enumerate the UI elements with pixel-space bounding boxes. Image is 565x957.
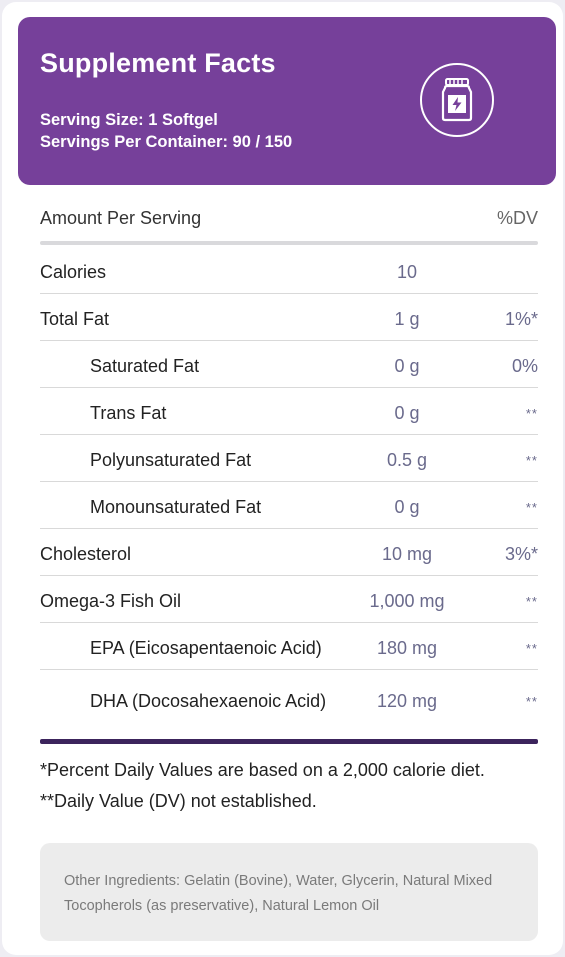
nutrient-dv: ** [525,641,538,656]
nutrient-dv: 3%* [504,544,538,564]
other-ingredients-box: Other Ingredients: Gelatin (Bovine), Wat… [40,843,538,941]
nutrient-amount: 0 g [394,356,420,376]
dv-column-label: %DV [496,208,538,228]
nutrient-amount: 180 mg [376,638,438,658]
footer-divider [40,739,538,744]
serving-size: Serving Size: 1 Softgel [40,111,218,129]
nutrient-row-omega-3: Omega-3 Fish Oil 1,000 mg ** [40,576,538,623]
nutrient-name: Trans Fat [90,403,167,423]
nutrient-row-cholesterol: Cholesterol 10 mg 3%* [40,529,538,576]
nutrient-row-trans-fat: Trans Fat 0 g ** [40,388,538,435]
nutrient-amount: 0 g [394,497,420,517]
nutrient-row-saturated-fat: Saturated Fat 0 g 0% [40,341,538,388]
nutrient-amount: 1,000 mg [369,591,445,611]
dv-not-established-footnote: **Daily Value (DV) not established. [40,791,317,811]
nutrient-row-monounsaturated-fat: Monounsaturated Fat 0 g ** [40,482,538,529]
nutrient-dv: ** [525,406,538,421]
nutrient-amount: 10 mg [381,544,433,564]
nutrient-name: EPA (Eicosapentaenoic Acid) [90,638,322,658]
header-divider [40,241,538,245]
nutrient-name: Calories [40,262,107,282]
nutrient-table: Calories 10 Total Fat 1 g 1%* Saturated … [40,247,538,729]
nutrient-name: Cholesterol [40,544,132,564]
nutrient-name: Monounsaturated Fat [90,497,262,517]
amount-per-serving-label: Amount Per Serving [40,208,202,228]
percent-dv-footnote: *Percent Daily Values are based on a 2,0… [40,760,485,780]
nutrient-row-epa: EPA (Eicosapentaenoic Acid) 180 mg ** [40,623,538,670]
nutrient-row-total-fat: Total Fat 1 g 1%* [40,294,538,341]
nutrient-name: DHA (Docosahexaenoic Acid) [90,691,327,711]
nutrient-dv: ** [525,500,538,515]
panel-title: Supplement Facts [40,48,276,78]
nutrient-row-calories: Calories 10 [40,247,538,294]
nutrient-amount: 10 [396,262,418,282]
nutrient-dv: ** [525,453,538,468]
nutrient-amount: 0 g [394,403,420,423]
nutrient-name: Total Fat [40,309,110,329]
nutrient-amount: 0.5 g [386,450,428,470]
supplement-bottle-icon [420,63,494,137]
nutrient-name: Polyunsaturated Fat [90,450,252,470]
nutrient-name: Omega-3 Fish Oil [40,591,182,611]
nutrient-name: Saturated Fat [90,356,200,376]
nutrient-amount: 1 g [394,309,420,329]
other-ingredients-text: Other Ingredients: Gelatin (Bovine), Wat… [64,873,493,914]
nutrient-row-polyunsaturated-fat: Polyunsaturated Fat 0.5 g ** [40,435,538,482]
nutrient-dv: 1%* [504,309,538,329]
nutrient-dv: ** [525,594,538,609]
nutrient-amount: 120 mg [376,691,438,711]
nutrient-dv: ** [525,694,538,709]
nutrient-row-dha: DHA (Docosahexaenoic Acid) 120 mg ** [40,670,538,729]
nutrient-dv: 0% [511,356,538,376]
supplement-facts-header: Supplement Facts Serving Size: 1 Softgel… [18,17,556,185]
table-header: Amount Per Serving %DV [40,208,538,229]
servings-per-container: Servings Per Container: 90 / 150 [40,133,293,151]
